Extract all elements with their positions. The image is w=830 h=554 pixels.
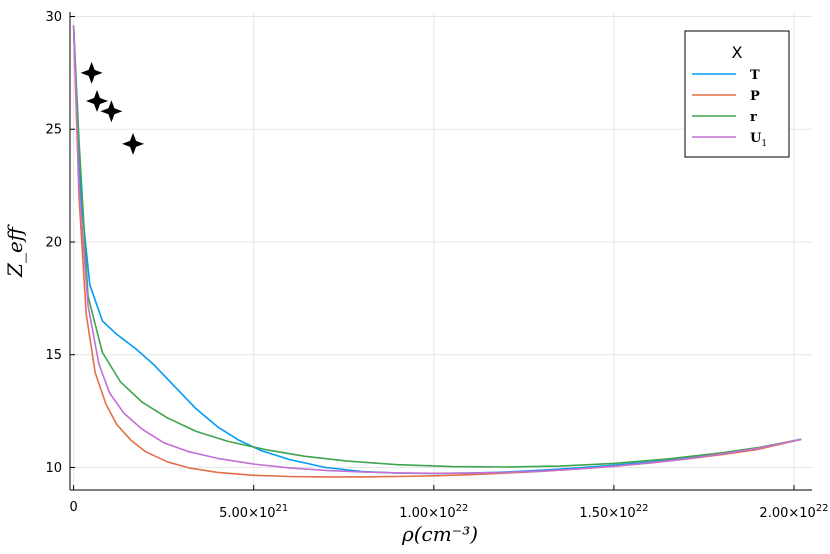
- series-layer: [72, 25, 802, 478]
- x-ticks: 0 5.00×1021 1.00×1022 1.50×1022 2.00×1022: [69, 485, 829, 521]
- legend-label: T: [750, 68, 760, 83]
- series-line-t: [72, 25, 802, 475]
- y-axis-label: Z_eff: [3, 223, 27, 278]
- star-marker: [86, 90, 109, 113]
- x-tick-label: 2.00×1022: [759, 503, 828, 521]
- y-tick-label: 10: [45, 461, 62, 476]
- legend-title: X: [732, 43, 743, 62]
- x-tick-exponent: 22: [816, 503, 829, 514]
- x-tick-label: 1.50×1022: [579, 503, 648, 521]
- series-line-u1: [72, 25, 802, 475]
- legend-label: r: [750, 110, 757, 125]
- x-tick-label: 1.00×1022: [399, 503, 468, 521]
- x-tick-label: 5.00×1021: [219, 503, 288, 521]
- x-tick-label: 0: [69, 500, 77, 515]
- y-tick-label: 30: [45, 10, 62, 25]
- x-tick-exponent: 22: [636, 503, 649, 514]
- star-marker: [80, 61, 103, 84]
- marker-layer: [80, 61, 145, 155]
- x-tick-exponent: 22: [456, 503, 469, 514]
- y-tick-label: 15: [45, 348, 62, 363]
- star-marker: [100, 100, 123, 123]
- axes: [69, 12, 812, 491]
- series-line-r: [72, 25, 802, 468]
- legend-subscript: 1: [761, 139, 767, 149]
- legend-label: P: [750, 89, 760, 104]
- legend-box: [684, 30, 790, 158]
- star-marker: [122, 132, 145, 155]
- y-ticks: 10 15 20 25 30: [45, 10, 75, 476]
- x-tick-exponent: 21: [276, 503, 289, 514]
- y-tick-label: 20: [45, 235, 62, 250]
- y-tick-label: 25: [45, 123, 62, 138]
- x-axis-label: ρ(cm⁻³): [401, 522, 478, 546]
